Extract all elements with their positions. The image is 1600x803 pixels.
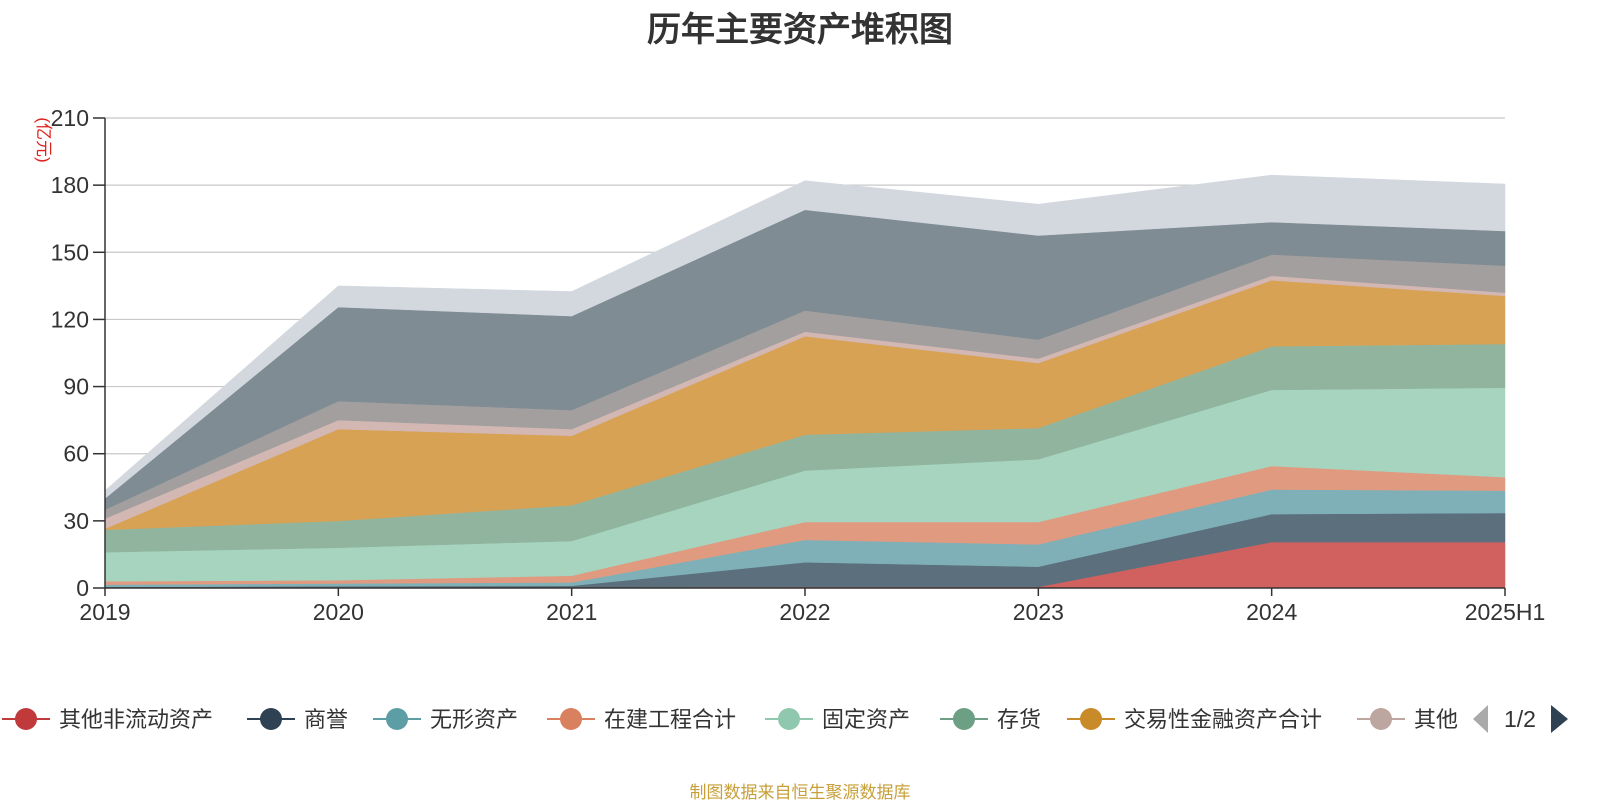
x-tick-label: 2020 bbox=[313, 599, 364, 625]
legend-dot-marker bbox=[386, 708, 408, 730]
legend-item[interactable]: 其他非流动资产 bbox=[2, 707, 213, 732]
y-ticks: 0 30 60 90 120 150 180 210 bbox=[51, 105, 105, 601]
legend-label: 其他 bbox=[1414, 707, 1458, 732]
legend-dot-marker bbox=[260, 708, 282, 730]
x-tick-label: 2022 bbox=[779, 599, 830, 625]
legend-item[interactable]: 商誉 bbox=[247, 707, 348, 732]
legend-label: 在建工程合计 bbox=[604, 707, 736, 732]
y-tick-label: 60 bbox=[63, 441, 89, 467]
legend-dot-marker bbox=[1080, 708, 1102, 730]
chart-title: 历年主要资产堆积图 bbox=[647, 11, 953, 49]
legend-item[interactable]: 存货 bbox=[940, 707, 1041, 732]
legend-item[interactable]: 交易性金融资产合计 bbox=[1067, 707, 1322, 732]
legend: 其他非流动资产 商誉 无形资产 在建工程合计 固定资产 存货 交易性金融资产合计 其他 bbox=[2, 707, 1458, 732]
legend-dot-marker bbox=[560, 708, 582, 730]
legend-page-indicator: 1/2 bbox=[1504, 706, 1536, 732]
y-tick-label: 90 bbox=[63, 374, 89, 400]
y-tick-label: 120 bbox=[51, 306, 89, 332]
legend-label: 交易性金融资产合计 bbox=[1124, 707, 1322, 732]
x-tick-label: 2019 bbox=[79, 599, 130, 625]
y-tick-label: 210 bbox=[51, 105, 89, 131]
y-axis-unit-label: (亿元) bbox=[34, 117, 53, 162]
x-tick-label: 2021 bbox=[546, 599, 597, 625]
x-tick-label: 2025H1 bbox=[1465, 599, 1546, 625]
legend-label: 商誉 bbox=[304, 707, 348, 732]
legend-item[interactable]: 固定资产 bbox=[765, 707, 910, 732]
legend-label: 无形资产 bbox=[430, 707, 518, 732]
y-tick-label: 150 bbox=[51, 239, 89, 265]
legend-prev-arrow-icon[interactable] bbox=[1473, 705, 1488, 733]
area-series-10 bbox=[104, 174, 1506, 500]
legend-item[interactable]: 其他 bbox=[1357, 707, 1458, 732]
legend-item[interactable]: 无形资产 bbox=[373, 707, 518, 732]
x-tick-label: 2023 bbox=[1013, 599, 1064, 625]
legend-label: 存货 bbox=[997, 707, 1041, 732]
x-ticks: 2019 2020 2021 2022 2023 2024 2025H1 bbox=[79, 588, 1545, 625]
x-tick-label: 2024 bbox=[1246, 599, 1297, 625]
legend-dot-marker bbox=[778, 708, 800, 730]
legend-next-arrow-icon[interactable] bbox=[1551, 705, 1568, 733]
data-source-note: 制图数据来自恒生聚源数据库 bbox=[689, 783, 911, 802]
legend-item[interactable]: 在建工程合计 bbox=[547, 707, 736, 732]
y-tick-label: 180 bbox=[51, 172, 89, 198]
legend-dot-marker bbox=[1370, 708, 1392, 730]
legend-dot-marker bbox=[15, 708, 37, 730]
legend-label: 固定资产 bbox=[822, 707, 910, 732]
area-series bbox=[104, 174, 1506, 589]
legend-pager: 1/2 bbox=[1473, 705, 1568, 733]
legend-label: 其他非流动资产 bbox=[59, 707, 213, 732]
y-tick-label: 30 bbox=[63, 508, 89, 534]
y-tick-label: 0 bbox=[76, 575, 89, 601]
legend-dot-marker bbox=[953, 708, 975, 730]
